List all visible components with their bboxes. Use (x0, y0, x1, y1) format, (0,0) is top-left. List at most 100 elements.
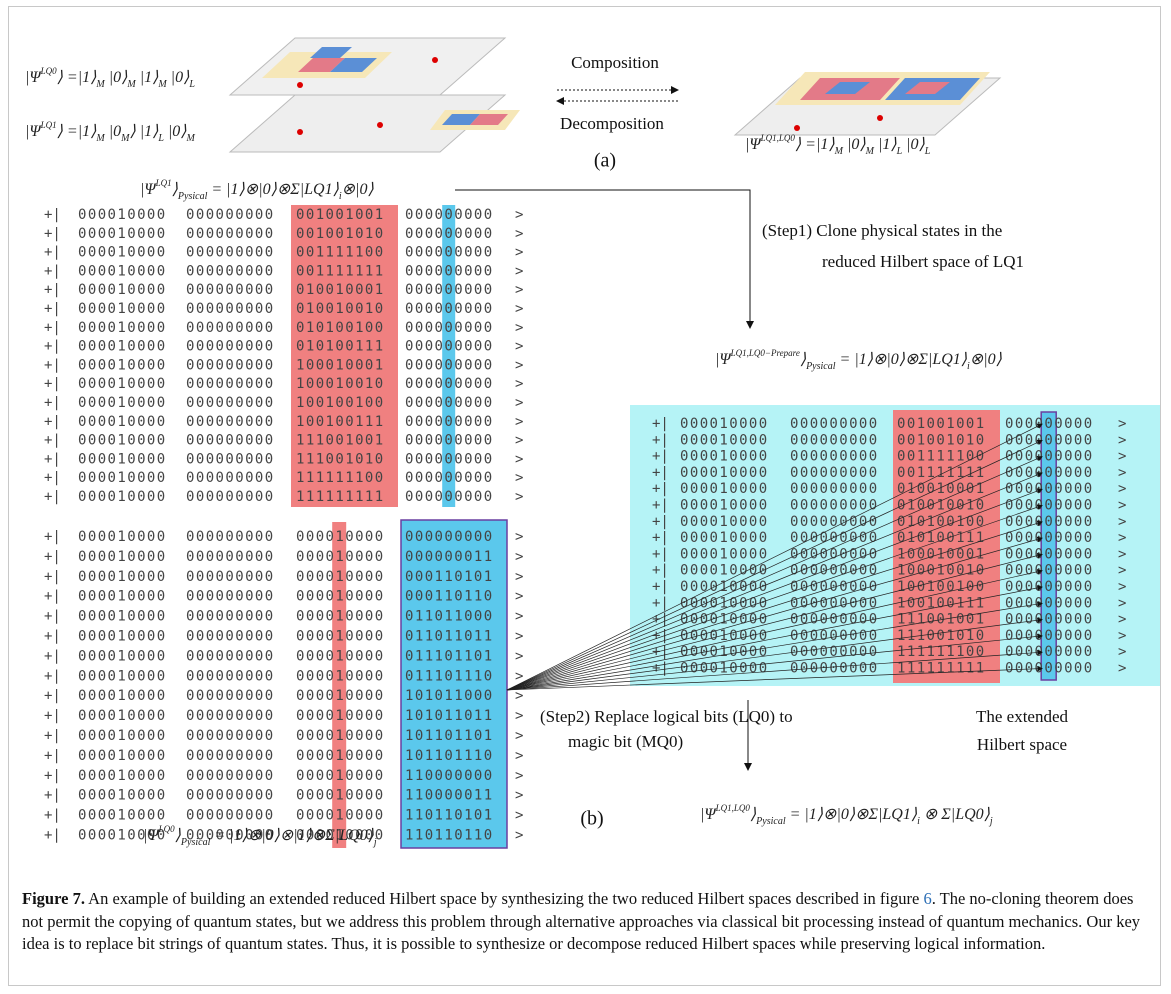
bit-string: 001111111 (296, 263, 383, 279)
formula-part: = |1⟩⊗|0⟩⊗Σ|LQ1⟩ (785, 806, 918, 823)
bit-string: > (515, 339, 523, 355)
bit-string: 000000000 (186, 828, 273, 844)
bit-string: 000000000 (186, 609, 273, 625)
caption: Figure 7. An example of building an exte… (22, 888, 1152, 956)
formula-part: i (917, 816, 920, 827)
formula-part: j (373, 837, 377, 848)
bit-string: 000000000 (1005, 612, 1092, 628)
bit-string: 000010000 (78, 648, 165, 664)
figure-frame (8, 6, 1161, 986)
bit-string: 000010000 (296, 688, 383, 704)
bit-string: 000010000 (78, 226, 165, 242)
bit-string: 000000000 (186, 728, 273, 744)
bit-string: 010010001 (296, 282, 383, 298)
highlight (400, 519, 508, 849)
bit-string: +| (44, 433, 61, 449)
formula: |ΨLQ1,LQ0⟩ =|1⟩M |0⟩M |1⟩L |0⟩L (745, 133, 930, 157)
figure-link[interactable]: 6 (923, 889, 932, 908)
bit-string: 101101110 (405, 748, 492, 764)
bit-string: 000110101 (405, 569, 492, 585)
bit-string: 000000000 (186, 688, 273, 704)
bit-string: +| (44, 549, 61, 565)
bit-string: 000000000 (790, 644, 877, 660)
bit-string: +| (652, 465, 669, 481)
bit-string: 101101101 (405, 728, 492, 744)
bit-string: +| (652, 546, 669, 562)
bit-string: 010010010 (897, 498, 984, 514)
bit-string: 000000000 (405, 529, 492, 545)
bit-string: > (515, 376, 523, 392)
bit-string: > (515, 451, 523, 467)
highlight (442, 205, 456, 507)
bit-string: 000000000 (790, 595, 877, 611)
bit-string: 000000000 (1005, 628, 1092, 644)
bit-string: +| (652, 595, 669, 611)
formula-part: |0⟩ (166, 69, 190, 86)
bit-string: 000000000 (1005, 416, 1092, 432)
formula-part: Pysical (177, 191, 208, 202)
bit-string: 000000000 (405, 395, 492, 411)
bit-string: 000000000 (186, 569, 273, 585)
formula-part: Pysical (806, 361, 836, 372)
bit-string: +| (44, 226, 61, 242)
copy-line (506, 520, 1043, 691)
step1-text: (Step1) Clone physical states in the (762, 221, 1002, 240)
bit-string: 011101101 (405, 648, 492, 664)
formula-part: LQ1 (40, 120, 57, 130)
copy-line (506, 617, 1043, 691)
bit-string: > (515, 648, 523, 664)
formula: |ΨLQ1,LQ0−Prepare⟩Pysical = |1⟩⊗|0⟩⊗Σ|LQ… (715, 348, 1002, 372)
bit-string: > (515, 708, 523, 724)
bit-string: 000000000 (405, 263, 492, 279)
bit-string: 000000000 (790, 416, 877, 432)
bit-string: 000010000 (296, 529, 383, 545)
bit-string: 001001010 (296, 226, 383, 242)
formula-part: M (158, 79, 167, 90)
bit-string: 000010000 (296, 808, 383, 824)
bit-string: 000000000 (186, 376, 273, 392)
bit-string: > (515, 788, 523, 804)
bit-string: > (515, 433, 523, 449)
bit-string: +| (44, 357, 61, 373)
copy-line (506, 423, 1043, 691)
bit-string: 000000000 (405, 320, 492, 336)
bit-string: +| (44, 301, 61, 317)
bit-string: 000010000 (680, 579, 767, 595)
bit-string: 110000000 (405, 768, 492, 784)
bit-string: 001001010 (897, 432, 984, 448)
bit-string: 000010000 (296, 708, 383, 724)
bit-string: +| (44, 668, 61, 684)
bit-string: 010100100 (897, 514, 984, 530)
bit-string: > (1118, 481, 1126, 497)
bit-string: 000010000 (296, 549, 383, 565)
bit-string: > (515, 748, 523, 764)
bit-string: 000000000 (1005, 481, 1092, 497)
bit-string: 000010000 (680, 546, 767, 562)
bit-string: > (515, 301, 523, 317)
bit-string: +| (44, 451, 61, 467)
bit-string: 000010000 (78, 609, 165, 625)
bit-string: 000000000 (790, 530, 877, 546)
bit-string: > (1118, 514, 1126, 530)
formula: |ΨLQ0⟩ =|1⟩M |0⟩M |1⟩M |0⟩L (25, 66, 195, 90)
bit-string: 111111100 (897, 644, 984, 660)
formula-part: LQ1,LQ0 (715, 803, 750, 813)
copy-line (506, 601, 1043, 691)
bit-string: 000000000 (405, 433, 492, 449)
bit-string: 000010000 (78, 668, 165, 684)
lattice-lq0 (228, 37, 507, 96)
bit-string: 100100100 (296, 395, 383, 411)
bit-string: 000010000 (296, 768, 383, 784)
bit-string: > (515, 629, 523, 645)
formula-part: Pysical (756, 816, 786, 827)
bit-string: > (515, 395, 523, 411)
bit-string: +| (44, 589, 61, 605)
bit-string: 000000000 (1005, 661, 1092, 677)
copy-line (506, 569, 1043, 691)
bit-string: 000000000 (1005, 432, 1092, 448)
bit-string: 010010001 (897, 481, 984, 497)
bit-string: > (1118, 563, 1126, 579)
bit-string: 000000000 (405, 451, 492, 467)
bit-string: 000010000 (296, 788, 383, 804)
bit-string: 100100100 (897, 579, 984, 595)
